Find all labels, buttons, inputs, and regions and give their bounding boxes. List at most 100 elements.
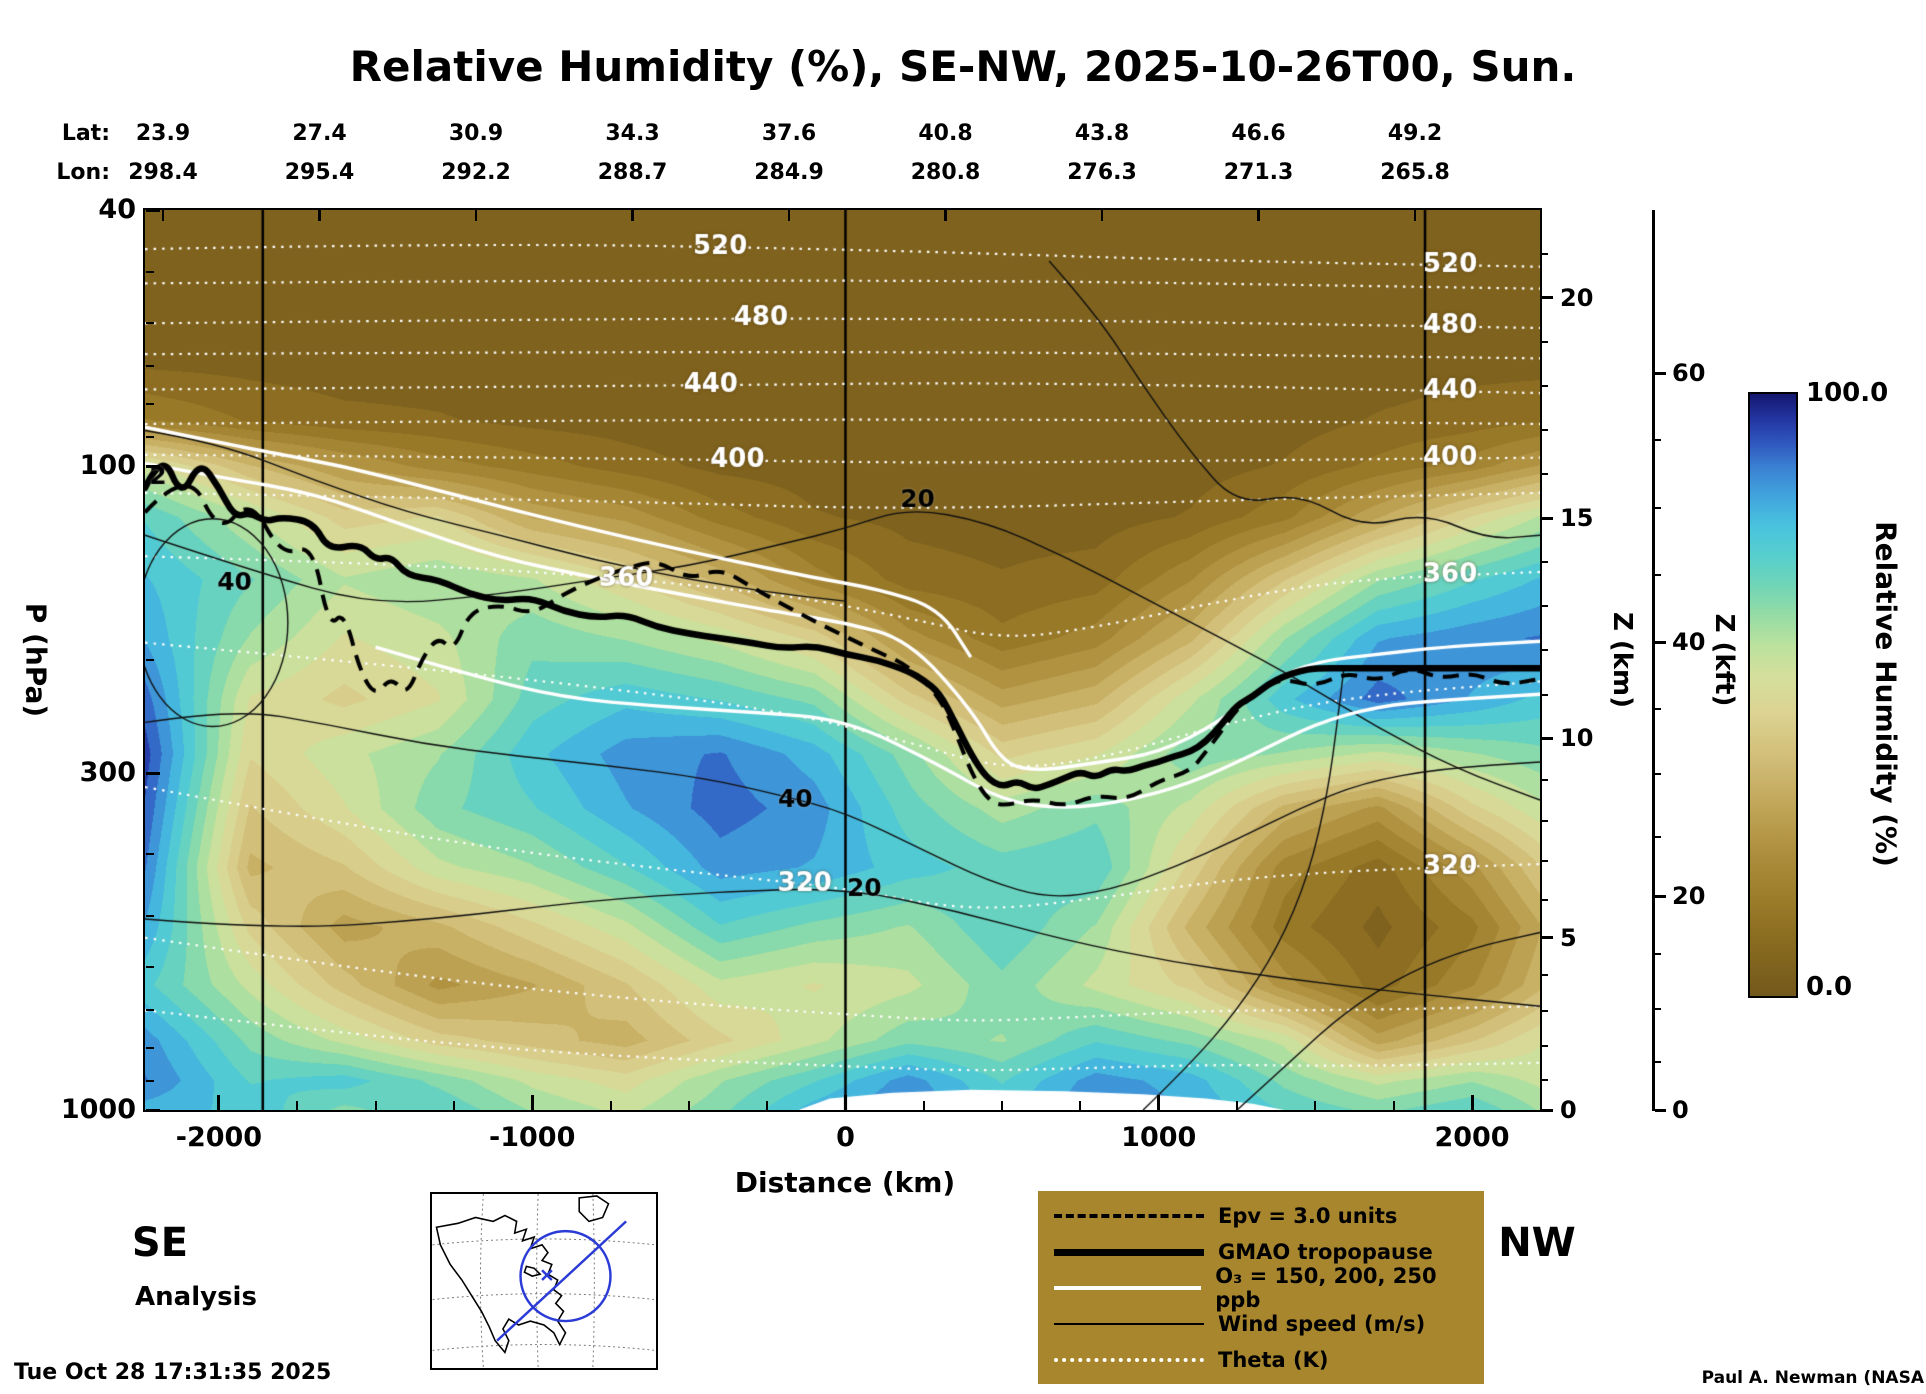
legend-line-solid-white	[1054, 1286, 1202, 1290]
tick-mark	[1655, 506, 1661, 509]
tick-mark	[296, 1101, 299, 1110]
tick-mark	[1541, 605, 1548, 608]
tick-mark	[1655, 708, 1661, 711]
colorbar-max-label: 100.0	[1806, 378, 1889, 408]
tick-mark	[161, 210, 165, 221]
tick-mark	[1100, 210, 1104, 221]
z-kft-axis-line	[1652, 210, 1655, 1111]
corner-label-nw: NW	[1498, 1220, 1576, 1266]
tick-mark	[1392, 1101, 1395, 1110]
z-km-tick-label: 0	[1560, 1096, 1577, 1124]
lat-value: 34.3	[605, 121, 660, 146]
p-tick-label: 1000	[60, 1094, 136, 1125]
lon-value: 288.7	[597, 160, 668, 185]
map-graticule	[432, 1194, 656, 1368]
z-km-tick-label: 5	[1560, 923, 1577, 952]
tick-mark	[1257, 210, 1260, 221]
legend-item-theta: Theta (K)	[1038, 1342, 1484, 1378]
tick-mark	[1541, 1009, 1548, 1012]
legend-line-thick-black	[1054, 1248, 1204, 1256]
tick-mark	[1157, 1095, 1161, 1110]
legend-label-wind: Wind speed (m/s)	[1218, 1312, 1426, 1336]
tick-mark	[146, 966, 154, 969]
tick-mark	[1541, 384, 1548, 387]
lat-value: 43.8	[1074, 121, 1130, 146]
lon-value: 271.3	[1223, 160, 1294, 185]
tick-mark	[1655, 1008, 1661, 1010]
x-tick-label: 1000	[1121, 1122, 1197, 1153]
legend-label-theta: Theta (K)	[1218, 1348, 1329, 1372]
tick-mark	[146, 365, 154, 368]
z-km-axis-title: Z (km)	[1607, 611, 1637, 709]
tick-mark	[146, 1009, 154, 1012]
lat-value: 37.6	[761, 121, 817, 146]
tick-mark	[1655, 894, 1666, 898]
colorbar-gradient	[1750, 394, 1796, 996]
x-axis-title: Distance (km)	[734, 1166, 956, 1199]
colorbar-title: Relative Humidity (%)	[1869, 521, 1903, 867]
tick-mark	[1541, 936, 1553, 940]
lon-value: 295.4	[284, 160, 355, 185]
z-km-tick-label: 15	[1560, 504, 1594, 533]
tick-mark	[1541, 1108, 1553, 1112]
tick-mark	[146, 1108, 160, 1112]
tick-mark	[146, 271, 154, 274]
legend-item-tropopause: GMAO tropopause	[1038, 1234, 1484, 1270]
map-coastline	[435, 1195, 610, 1354]
tick-mark	[1541, 1044, 1548, 1047]
lon-value: 265.8	[1380, 160, 1450, 185]
z-kft-tick-label: 20	[1672, 882, 1706, 911]
tick-mark	[146, 1046, 154, 1049]
tick-mark	[1470, 1095, 1474, 1110]
cross-section-circle	[519, 1229, 612, 1323]
tick-mark	[146, 402, 154, 405]
tick-mark	[944, 210, 947, 221]
z-kft-tick-label: 60	[1672, 359, 1706, 388]
lat-value: 40.8	[918, 121, 973, 146]
legend-item-wind: Wind speed (m/s)	[1038, 1306, 1484, 1342]
tick-mark	[146, 771, 160, 775]
tick-mark	[146, 322, 154, 325]
lon-value: 298.4	[128, 160, 198, 185]
tick-mark	[843, 1095, 847, 1110]
tick-mark	[1541, 429, 1548, 432]
x-tick-label: 2000	[1434, 1122, 1510, 1153]
tick-mark	[146, 659, 154, 661]
lat-value: 46.6	[1231, 121, 1286, 146]
legend-line-thin-black	[1054, 1323, 1204, 1325]
x-tick-label: -1000	[489, 1122, 576, 1153]
tick-mark	[374, 1101, 377, 1110]
y-axis-title: P (hPa)	[19, 602, 53, 718]
p-tick-label: 40	[98, 194, 136, 225]
tick-mark	[146, 852, 154, 855]
tick-mark	[1413, 210, 1417, 221]
tick-mark	[631, 210, 634, 221]
rh-heatmap-canvas	[145, 210, 1540, 1110]
tick-mark	[146, 915, 154, 918]
tick-mark	[1655, 1108, 1666, 1112]
cross-section-path	[496, 1220, 627, 1342]
tick-mark	[452, 1101, 455, 1110]
tick-mark	[1541, 649, 1548, 652]
tick-mark	[1541, 1079, 1548, 1082]
tick-mark	[146, 1079, 154, 1082]
tick-mark	[766, 1101, 769, 1110]
z-kft-axis-title: Z (kft)	[1709, 613, 1739, 707]
x-tick-label: -2000	[175, 1122, 263, 1153]
tick-mark	[1655, 371, 1666, 375]
tick-mark	[1236, 1101, 1239, 1110]
colorbar-min-label: 0.0	[1806, 972, 1853, 1002]
cross-section-line	[496, 1220, 627, 1342]
tick-mark	[1541, 898, 1548, 901]
lon-value: 276.3	[1067, 160, 1137, 185]
tick-mark	[1541, 340, 1548, 343]
tick-mark	[146, 208, 160, 212]
tick-mark	[1541, 736, 1553, 740]
tick-mark	[318, 210, 321, 221]
tick-mark	[1314, 1101, 1317, 1110]
legend-line-dashed-black	[1054, 1214, 1204, 1218]
figure-title: Relative Humidity (%), SE-NW, 2025-10-26…	[349, 42, 1577, 91]
tick-mark	[1655, 952, 1661, 955]
corner-label-se: SE	[131, 1220, 189, 1266]
